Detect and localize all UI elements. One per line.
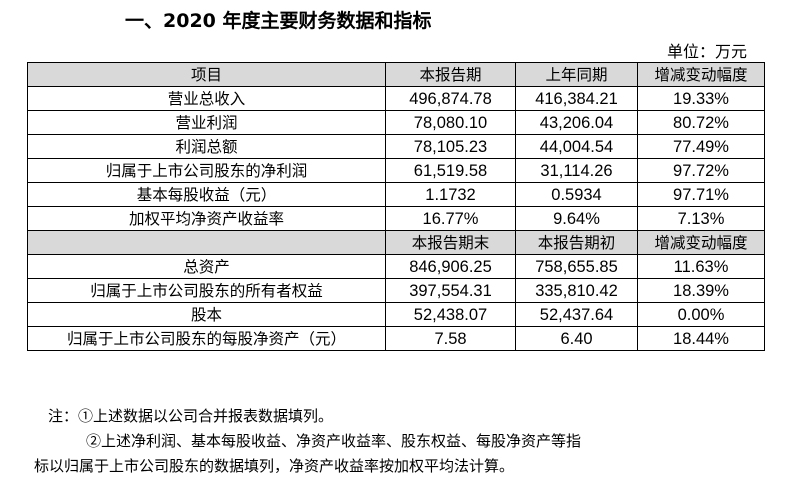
row-label: 归属于上市公司股东的每股净资产（元） <box>27 326 386 351</box>
table-row: 归属于上市公司股东的净利润 61,519.58 31,114.26 97.72% <box>27 158 765 183</box>
row-label: 营业利润 <box>27 110 386 135</box>
current-value: 397,554.31 <box>385 278 516 303</box>
change-value: 97.72% <box>637 158 765 183</box>
previous-value: 9.64% <box>515 206 638 231</box>
row-label: 归属于上市公司股东的净利润 <box>27 158 386 183</box>
change-value: 18.39% <box>637 278 765 303</box>
unit-label: 单位：万元 <box>666 42 747 61</box>
footnote-1: 注：①上述数据以公司合并报表数据填列。 <box>48 407 334 425</box>
row-label: 加权平均净资产收益率 <box>27 206 386 231</box>
table-row: 利润总额 78,105.23 44,004.54 77.49% <box>27 134 765 159</box>
change-value: 18.44% <box>637 326 765 351</box>
previous-value: 758,655.85 <box>515 254 638 279</box>
change-value: 97.71% <box>637 182 765 207</box>
change-value: 11.63% <box>637 254 765 279</box>
financial-data-table: 项目 本报告期 上年同期 增减变动幅度 营业总收入 496,874.78 416… <box>27 62 765 351</box>
table-row: 基本每股收益（元） 1.1732 0.5934 97.71% <box>27 182 765 207</box>
table-row: 总资产 846,906.25 758,655.85 11.63% <box>27 254 765 279</box>
table-row: 加权平均净资产收益率 16.77% 9.64% 7.13% <box>27 206 765 231</box>
previous-value: 43,206.04 <box>515 110 638 135</box>
row-label: 营业总收入 <box>27 86 386 111</box>
header-cell-change: 增减变动幅度 <box>637 62 765 87</box>
footnotes: 注：①上述数据以公司合并报表数据填列。 ②上述净利润、基本每股收益、净资产收益率… <box>34 404 768 479</box>
change-value: 77.49% <box>637 134 765 159</box>
row-label: 归属于上市公司股东的所有者权益 <box>27 278 386 303</box>
previous-value: 52,437.64 <box>515 302 638 327</box>
footnote-2: ②上述净利润、基本每股收益、净资产收益率、股东权益、每股净资产等指 <box>86 432 582 450</box>
subheader-cell-period-start: 本报告期初 <box>515 230 638 255</box>
current-value: 61,519.58 <box>385 158 516 183</box>
previous-value: 335,810.42 <box>515 278 638 303</box>
change-value: 0.00% <box>637 302 765 327</box>
current-value: 78,105.23 <box>385 134 516 159</box>
current-value: 78,080.10 <box>385 110 516 135</box>
previous-value: 416,384.21 <box>515 86 638 111</box>
current-value: 16.77% <box>385 206 516 231</box>
table-row: 归属于上市公司股东的所有者权益 397,554.31 335,810.42 18… <box>27 278 765 303</box>
page-title: 一、2020 年度主要财务数据和指标 <box>125 10 432 32</box>
subheader-cell-period-end: 本报告期末 <box>385 230 516 255</box>
change-value: 7.13% <box>637 206 765 231</box>
footnote-2-continued: 标以归属于上市公司股东的数据填列，净资产收益率按加权平均法计算。 <box>34 457 515 475</box>
previous-value: 44,004.54 <box>515 134 638 159</box>
change-value: 19.33% <box>637 86 765 111</box>
previous-value: 6.40 <box>515 326 638 351</box>
row-label: 基本每股收益（元） <box>27 182 386 207</box>
current-value: 7.58 <box>385 326 516 351</box>
current-value: 496,874.78 <box>385 86 516 111</box>
row-label: 利润总额 <box>27 134 386 159</box>
header-cell-previous: 上年同期 <box>515 62 638 87</box>
current-value: 52,438.07 <box>385 302 516 327</box>
table-row: 营业利润 78,080.10 43,206.04 80.72% <box>27 110 765 135</box>
row-label: 股本 <box>27 302 386 327</box>
table-row: 归属于上市公司股东的每股净资产（元） 7.58 6.40 18.44% <box>27 326 765 351</box>
table-header-row: 项目 本报告期 上年同期 增减变动幅度 <box>27 62 765 87</box>
header-cell-current: 本报告期 <box>385 62 516 87</box>
row-label: 总资产 <box>27 254 386 279</box>
change-value: 80.72% <box>637 110 765 135</box>
subheader-cell-empty <box>27 230 386 255</box>
table-subheader-row: 本报告期末 本报告期初 增减变动幅度 <box>27 230 765 255</box>
table-row: 营业总收入 496,874.78 416,384.21 19.33% <box>27 86 765 111</box>
header-cell-item: 项目 <box>27 62 386 87</box>
current-value: 846,906.25 <box>385 254 516 279</box>
table-row: 股本 52,438.07 52,437.64 0.00% <box>27 302 765 327</box>
subheader-cell-change: 增减变动幅度 <box>637 230 765 255</box>
current-value: 1.1732 <box>385 182 516 207</box>
previous-value: 31,114.26 <box>515 158 638 183</box>
previous-value: 0.5934 <box>515 182 638 207</box>
